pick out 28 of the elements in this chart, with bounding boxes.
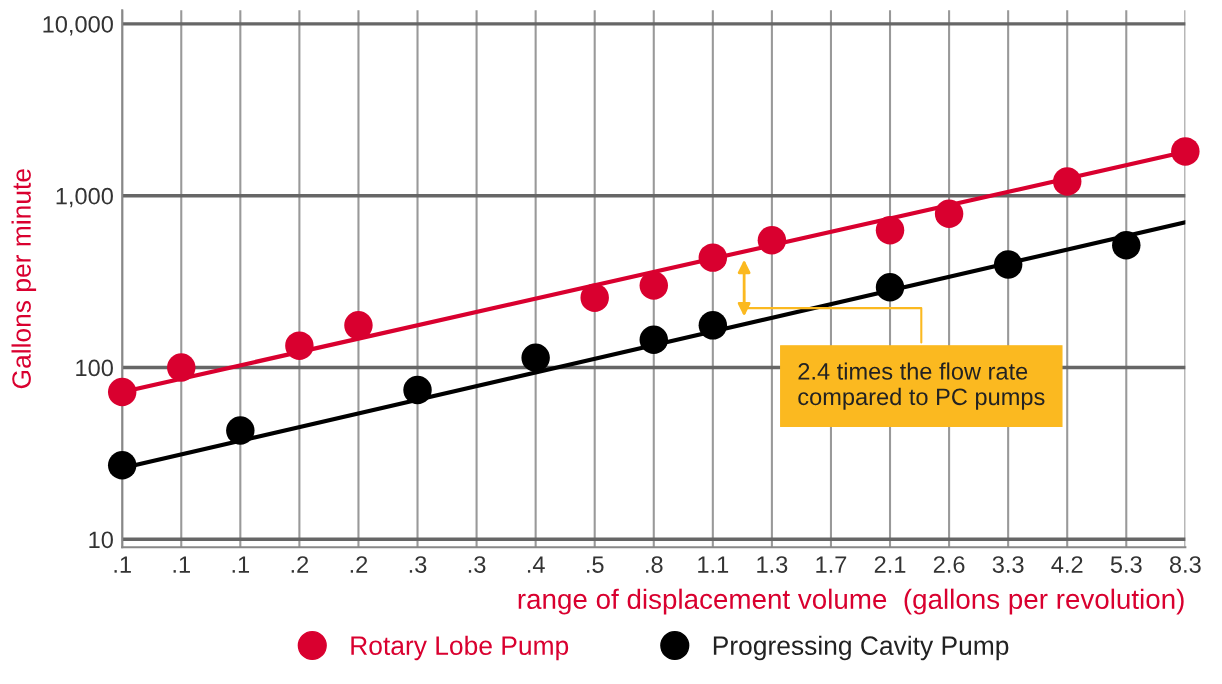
x-tick-label: 5.3 [1110,556,1142,573]
x-tick-label: .5 [587,556,604,573]
x-tick-label: .4 [527,556,545,573]
x-tick-label: 8.3 [1169,556,1201,573]
x-tick-label: .1 [232,556,250,573]
y-tick-label: 100 [76,359,113,377]
y-tick-label: 1,000 [56,187,113,208]
x-tick-label: 3.3 [992,556,1024,573]
x-tick-label: .3 [409,556,427,573]
y-tick-label: 10,000 [43,15,113,36]
x-tick-label: .8 [646,556,663,573]
x-tick-label: .1 [173,556,190,573]
x-tick-label: 2.1 [874,556,906,573]
x-tick-label: 1.3 [757,556,788,573]
x-tick-label: 2.6 [933,556,965,573]
y-tick-label: 10 [89,531,113,549]
annotation: 2.4 times the flow rate compared to PC pumps [798,362,1045,410]
y-axis-title: Gallons per minute [11,169,37,389]
x-tick-label: .2 [350,556,368,573]
legend-label: Progressing Cavity Pump [713,635,1009,661]
x-axis-title: range of displacement volume (gallons per revolution) [518,588,1184,615]
x-tick-label: .3 [468,556,486,573]
x-tick-label: 4.2 [1051,556,1083,573]
legend-label: Rotary Lobe Pump [351,635,569,661]
x-tick-label: 1.1 [698,556,729,573]
x-tick-label: 1.7 [816,556,847,573]
x-tick-label: .2 [291,556,309,573]
x-tick-label: .1 [114,556,131,573]
